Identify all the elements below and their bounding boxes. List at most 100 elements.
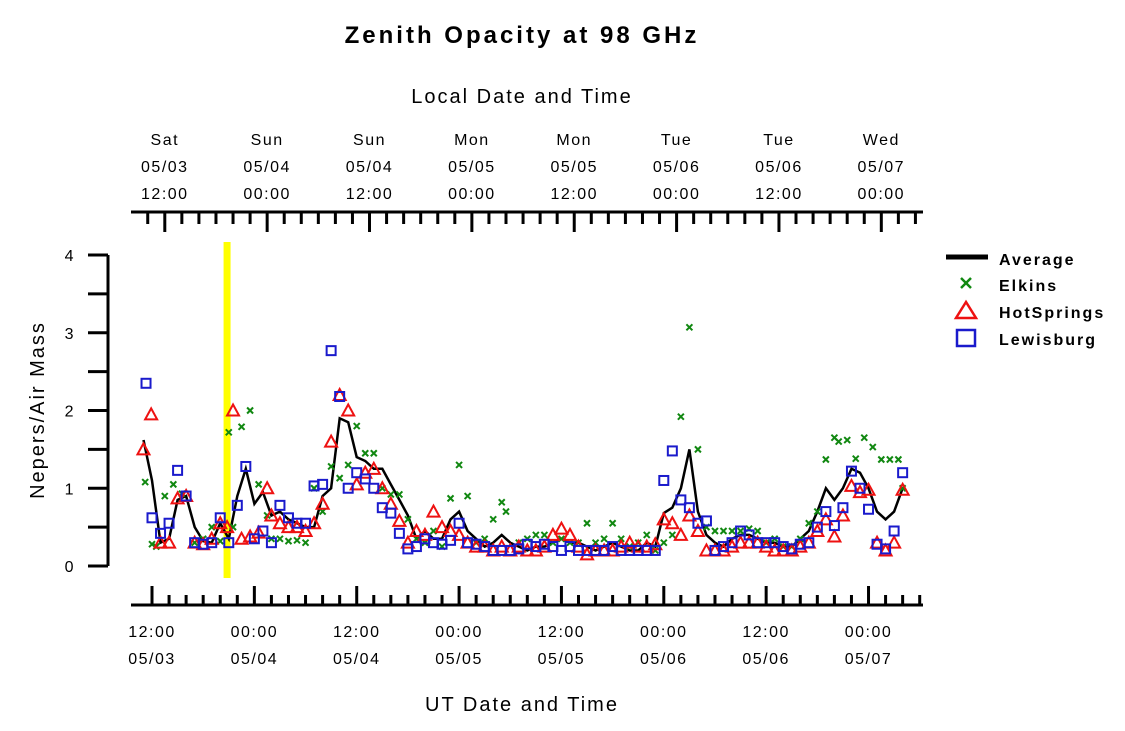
bottom-tick-label: 05/04 bbox=[231, 651, 279, 668]
lewisburg-point bbox=[257, 525, 269, 537]
hotsprings-point bbox=[673, 526, 689, 541]
elkins-point bbox=[327, 462, 335, 471]
elkins-point bbox=[834, 437, 843, 446]
lewisburg-point bbox=[223, 537, 235, 549]
elkins-point bbox=[532, 531, 540, 539]
elkins-point bbox=[852, 454, 860, 463]
top-tick-label: 05/04 bbox=[346, 159, 394, 176]
lewisburg-point bbox=[240, 460, 252, 472]
lewisburg-point bbox=[265, 537, 277, 549]
hotsprings-point bbox=[451, 526, 467, 541]
lewisburg-point bbox=[854, 482, 866, 494]
bottom-axis-title: UT Date and Time bbox=[425, 694, 619, 716]
bottom-tick-label: 05/07 bbox=[845, 651, 893, 668]
hotsprings-point bbox=[826, 528, 843, 543]
hotsprings-point bbox=[349, 476, 365, 491]
top-tick-label: Sun bbox=[251, 132, 284, 149]
elkins-point bbox=[293, 536, 301, 545]
hotsprings-point bbox=[732, 534, 749, 549]
lewisburg-point bbox=[888, 525, 900, 537]
elkins-point bbox=[237, 423, 246, 431]
top-tick-label: Tue bbox=[661, 132, 692, 149]
lewisburg-point bbox=[231, 499, 243, 511]
elkins-point bbox=[822, 455, 830, 464]
hotsprings-point bbox=[818, 511, 834, 526]
lewisburg-point bbox=[163, 517, 175, 529]
lewisburg-point bbox=[393, 527, 405, 539]
lewisburg-point bbox=[300, 517, 312, 529]
hotsprings-point bbox=[314, 495, 331, 510]
elkins-point bbox=[284, 537, 293, 545]
bottom-tick-label: 05/06 bbox=[640, 651, 688, 668]
elkins-point bbox=[668, 531, 677, 539]
hotsprings-point bbox=[161, 534, 177, 549]
elkins-point bbox=[886, 455, 894, 464]
lewisburg-point bbox=[410, 541, 422, 553]
elkins-point bbox=[719, 527, 728, 535]
lewisburg-point bbox=[274, 499, 286, 511]
lewisburg-point bbox=[206, 537, 218, 549]
hotsprings-point bbox=[143, 406, 159, 421]
elkins-point bbox=[498, 498, 506, 506]
lewisburg-point bbox=[897, 467, 909, 479]
hotsprings-point bbox=[835, 507, 851, 522]
y-tick-label: 0 bbox=[65, 559, 75, 576]
top-tick-label: 05/05 bbox=[448, 159, 496, 176]
hotsprings-point bbox=[621, 534, 638, 549]
hotsprings-point bbox=[741, 534, 757, 549]
elkins-point bbox=[877, 455, 886, 464]
bottom-tick-label: 05/06 bbox=[742, 651, 790, 668]
lewisburg-point bbox=[248, 533, 260, 545]
hotsprings-point bbox=[434, 519, 450, 534]
top-tick-label: 05/05 bbox=[550, 159, 598, 176]
elkins-point bbox=[540, 531, 549, 539]
top-tick-label: 05/03 bbox=[141, 159, 189, 176]
top-tick-label: 05/06 bbox=[653, 159, 701, 176]
hotsprings-point bbox=[809, 522, 826, 538]
bottom-tick-label: 05/04 bbox=[333, 651, 381, 668]
chart-title: Zenith Opacity at 98 GHz bbox=[345, 22, 700, 49]
hotsprings-point bbox=[259, 480, 275, 495]
elkins-point bbox=[225, 428, 233, 436]
elkins-point bbox=[753, 527, 762, 535]
lewisburg-point bbox=[453, 517, 465, 529]
lewisburg-point bbox=[845, 465, 857, 477]
elkins-point bbox=[860, 434, 868, 442]
elkins-point bbox=[276, 535, 284, 543]
top-tick-label: 05/06 bbox=[755, 159, 803, 176]
hotsprings-point bbox=[860, 481, 877, 496]
y-tick-label: 1 bbox=[65, 481, 75, 498]
hotsprings-point bbox=[843, 477, 860, 492]
legend-elkins-label: Elkins bbox=[999, 278, 1058, 295]
lewisburg-point bbox=[726, 537, 738, 549]
elkins-point bbox=[455, 461, 463, 469]
bottom-tick-label: 12:00 bbox=[128, 624, 176, 641]
lewisburg-point bbox=[180, 490, 192, 502]
lewisburg-point bbox=[140, 377, 152, 389]
elkins-point bbox=[583, 519, 591, 527]
elkins-point bbox=[728, 527, 736, 535]
hotsprings-point bbox=[758, 538, 774, 553]
hotsprings-point bbox=[511, 538, 527, 553]
hotsprings-point bbox=[894, 481, 911, 496]
lewisburg-point bbox=[172, 464, 184, 476]
lewisburg-point bbox=[675, 494, 687, 506]
lewisburg-point bbox=[368, 482, 380, 494]
top-tick-label: 12:00 bbox=[346, 186, 394, 203]
elkins-point bbox=[395, 490, 404, 499]
hotsprings-point bbox=[519, 542, 536, 557]
hotsprings-point bbox=[681, 507, 698, 522]
legend-hotsprings-marker bbox=[953, 299, 979, 320]
y-axis-title: Nepers/Air Mass bbox=[27, 321, 49, 499]
hotsprings-point bbox=[340, 402, 356, 417]
elkins-point bbox=[502, 507, 510, 516]
top-tick-label: Mon bbox=[454, 132, 490, 149]
legend-elkins-marker bbox=[960, 277, 972, 289]
top-axis-title: Local Date and Time bbox=[411, 86, 632, 108]
elkins-point bbox=[489, 515, 497, 524]
lewisburg-point bbox=[683, 502, 695, 514]
top-tick-label: 00:00 bbox=[653, 186, 701, 203]
top-tick-label: 00:00 bbox=[448, 186, 496, 203]
hotsprings-point bbox=[135, 441, 152, 456]
